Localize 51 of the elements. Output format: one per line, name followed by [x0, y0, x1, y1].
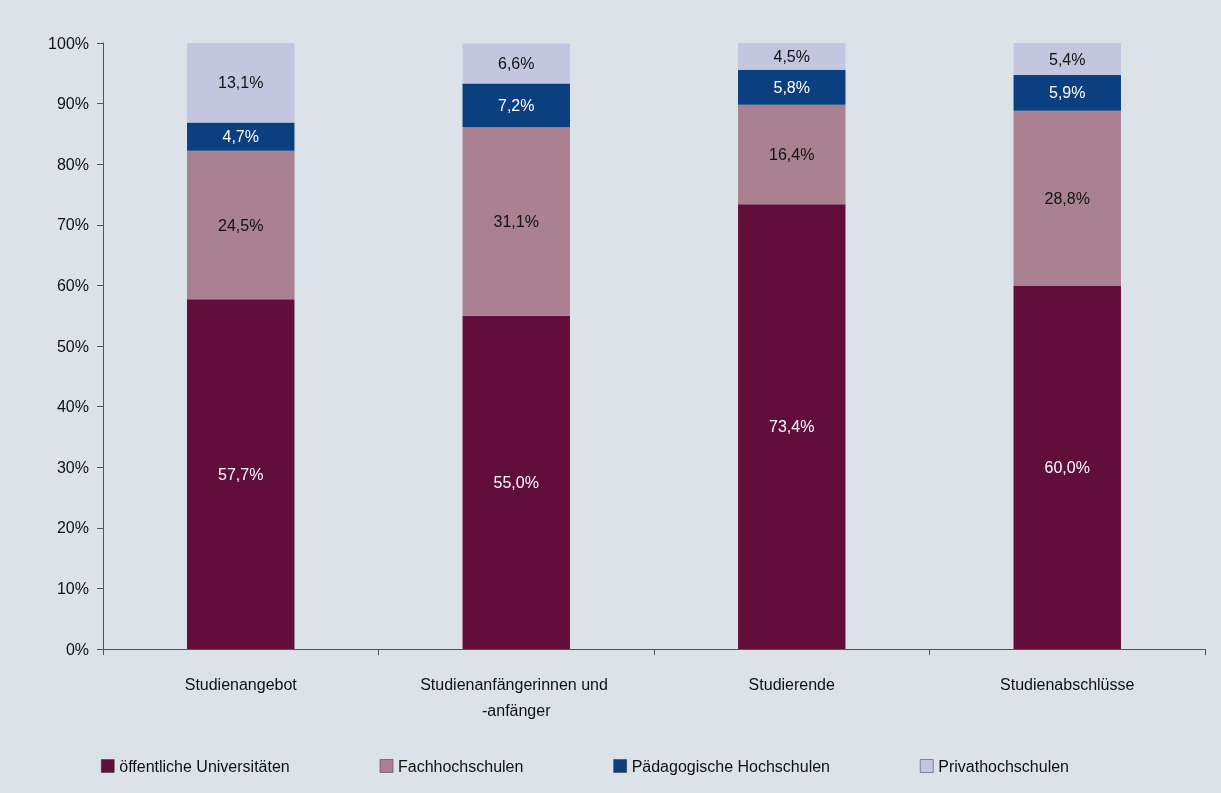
data-label: 55,0%	[493, 473, 539, 491]
bar	[462, 315, 570, 649]
x-tick-label: Studierende	[748, 675, 835, 693]
bar	[1013, 285, 1121, 649]
legend-label: Privathochschulen	[938, 757, 1069, 775]
data-label: 31,1%	[493, 212, 539, 230]
data-label: 4,5%	[773, 47, 810, 65]
bar	[462, 43, 570, 84]
bar	[1013, 43, 1121, 76]
data-label: 5,4%	[1049, 50, 1086, 68]
legend-label: öffentliche Universitäten	[119, 757, 290, 775]
bar	[1013, 110, 1121, 286]
bar	[187, 43, 295, 123]
data-label: 24,5%	[218, 216, 264, 234]
data-label: 5,9%	[1049, 84, 1086, 102]
data-label: 73,4%	[769, 418, 815, 436]
bar	[1013, 75, 1121, 111]
y-tick-label: 40%	[56, 398, 89, 416]
y-tick-label: 90%	[56, 95, 89, 113]
data-label: 6,6%	[498, 55, 535, 73]
data-label: 13,1%	[218, 74, 264, 92]
y-tick-label: 0%	[65, 640, 89, 658]
data-label: 7,2%	[498, 96, 535, 114]
data-label: 28,8%	[1044, 189, 1090, 207]
y-tick-label: 50%	[56, 337, 89, 355]
y-tick-label: 30%	[56, 458, 89, 476]
y-tick-label: 20%	[56, 519, 89, 537]
y-tick-label: 100%	[48, 34, 89, 52]
bar	[187, 299, 295, 649]
y-tick-label: 60%	[56, 276, 89, 294]
bar	[187, 122, 295, 151]
legend-label: Fachhochschulen	[397, 757, 524, 775]
x-tick-label: Studienangebot	[184, 675, 298, 693]
data-label: 57,7%	[218, 465, 264, 483]
data-label: 16,4%	[769, 146, 815, 163]
bar	[738, 43, 846, 70]
data-label: 4,7%	[222, 128, 259, 146]
bar	[462, 127, 570, 316]
bar	[738, 104, 846, 205]
bar	[738, 204, 846, 649]
x-tick-label: Studienanfängerinnen und -anfänger	[420, 675, 613, 719]
y-tick-label: 80%	[56, 155, 89, 173]
data-label: 5,8%	[773, 78, 810, 96]
bar	[462, 83, 570, 128]
y-tick-label: 10%	[56, 579, 89, 597]
x-tick-label: Studienabschlüsse	[1000, 675, 1135, 693]
bar	[738, 69, 846, 105]
y-tick-label: 70%	[56, 216, 89, 234]
legend-label: Pädagogische Hochschulen	[631, 757, 830, 775]
bar	[187, 150, 295, 300]
data-label: 60,0%	[1044, 458, 1090, 476]
